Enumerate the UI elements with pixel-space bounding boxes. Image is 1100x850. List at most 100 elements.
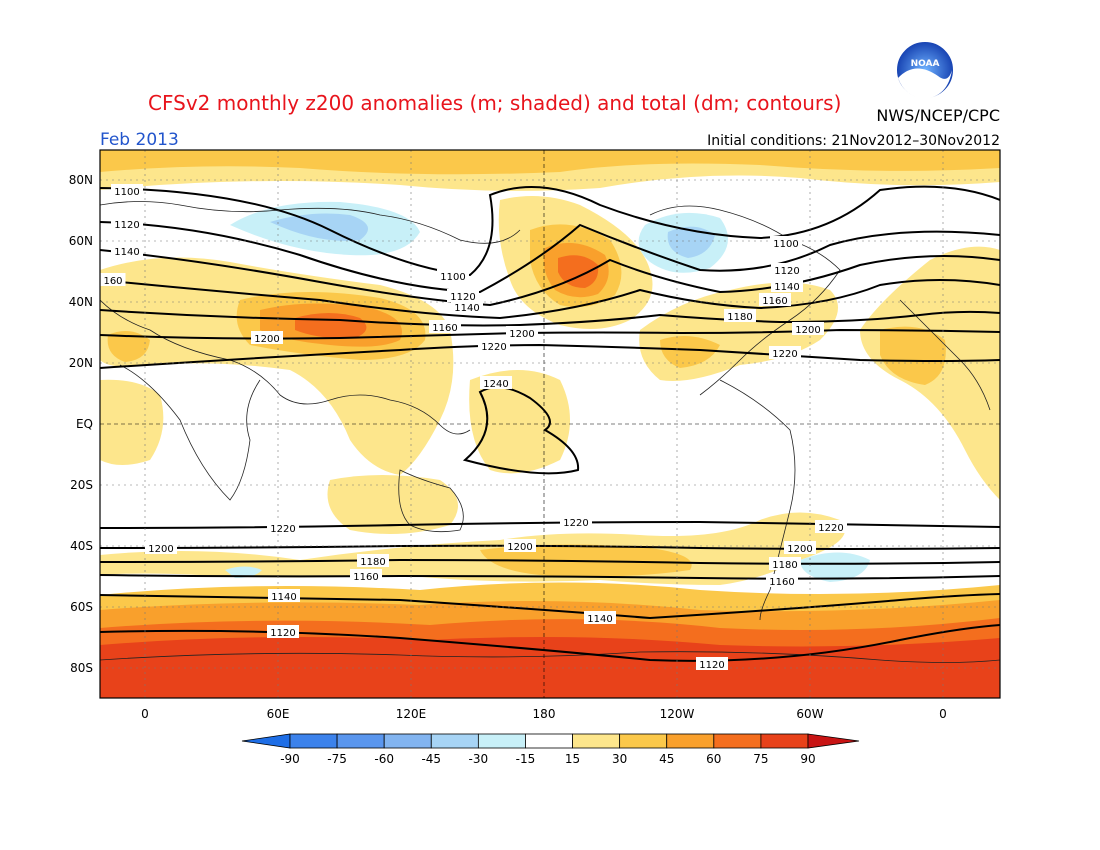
colorbar: -90 -75 -60 -45 -30 -15 15 30 45 60 75 90: [241, 733, 860, 766]
contour-label-bg: [759, 293, 791, 306]
contour-label: 1120: [774, 266, 799, 277]
contour-1220-nh: [100, 343, 1000, 369]
contour-label: 1200: [509, 329, 534, 340]
colorbar-label: 60: [706, 752, 721, 766]
contour-label: 1200: [787, 544, 812, 555]
contour-1160-nh: [100, 279, 1000, 320]
contour-label: 1140: [114, 247, 139, 258]
contour-label: 1220: [481, 342, 506, 353]
contour-label-bg: [437, 269, 469, 282]
contour-label-bg: [111, 217, 143, 230]
contour-label: 1120: [270, 628, 295, 639]
colorbar-segment: [572, 733, 621, 749]
contour-label: 1200: [507, 542, 532, 553]
lat-label: 60N: [69, 234, 93, 248]
map-frame: [99, 149, 1001, 699]
colorbar-label: -15: [516, 752, 536, 766]
colorbar-segment: [619, 733, 668, 749]
contour-label-bg: [584, 611, 616, 624]
contour-label-bg: [447, 289, 479, 302]
colorbar-label: -45: [421, 752, 441, 766]
contour-label: 1220: [818, 523, 843, 534]
anomaly-pos-westasia: [107, 331, 150, 362]
contour-1140-nh: [100, 249, 1000, 307]
contour-label: 1180: [727, 312, 752, 323]
anomaly-pos-namerica-mid: [660, 336, 720, 368]
contour-label: 1220: [563, 518, 588, 529]
chart-title: CFSv2 monthly z200 anomalies (m; shaded)…: [148, 91, 841, 115]
contour-label: 1200: [148, 544, 173, 555]
lon-label: 0: [939, 707, 947, 721]
valid-month: Feb 2013: [100, 130, 179, 150]
anomaly-pos-sh-antarctic: [100, 636, 1000, 698]
noaa-logo: NOAA: [895, 40, 955, 100]
colorbar-segment: [477, 733, 526, 749]
contour-label: 1120: [114, 220, 139, 231]
contour-1120-nh: [100, 221, 1000, 294]
contour-label-bg: [771, 279, 803, 292]
contour-label-bg: [451, 300, 483, 313]
contour-label: 1160: [762, 296, 787, 307]
colorbar-label: -75: [327, 752, 347, 766]
colorbar-label: 45: [659, 752, 674, 766]
lon-label: 120E: [396, 707, 427, 721]
colorbar-label: -60: [374, 752, 394, 766]
contour-label: 1120: [699, 660, 724, 671]
map-grid: [100, 150, 1000, 698]
contour-label: 1160: [769, 577, 794, 588]
contour-label: 1160: [353, 572, 378, 583]
colorbar-label: 30: [612, 752, 627, 766]
lon-label: 0: [141, 707, 149, 721]
anomaly-arctic-band-strong: [100, 150, 1000, 175]
contour-label-bg: [792, 322, 824, 335]
contour-label-bg: [100, 273, 126, 286]
colorbar-left-arrow: [241, 733, 291, 749]
map-area: [100, 150, 1000, 698]
contour-labels: 1100112011401601200110011201140116012001…: [100, 184, 847, 671]
anomaly-neg-canada-core: [667, 226, 715, 258]
lon-label: 60W: [796, 707, 823, 721]
colorbar-segment: [336, 733, 385, 749]
contour-label-bg: [766, 574, 798, 587]
contour-label-bg: [111, 244, 143, 257]
colorbar-label: 75: [753, 752, 768, 766]
contour-label: 1140: [587, 614, 612, 625]
longitude-labels: 0 60E 120E 180 120W 60W 0: [141, 707, 947, 721]
colorbar-segment: [713, 733, 762, 749]
contour-label: 1100: [773, 239, 798, 250]
contour-label-bg: [724, 309, 756, 322]
contour-label: 1200: [254, 334, 279, 345]
contour-label-bg: [769, 557, 801, 570]
colorbar-segment: [666, 733, 715, 749]
lat-label: 40N: [69, 295, 93, 309]
contour-label-bg: [560, 515, 592, 528]
agency-label: NWS/NCEP/CPC: [876, 106, 1000, 125]
anomaly-pos-natlantic-mid: [880, 326, 946, 385]
contour-label-bg: [506, 326, 538, 339]
contour-label: 1140: [271, 592, 296, 603]
anomaly-pos-tropical-pacific: [469, 370, 570, 474]
contour-label: 1120: [450, 292, 475, 303]
colorbar-segment: [289, 733, 338, 749]
lat-label: 20S: [70, 478, 93, 492]
lat-label: 20N: [69, 356, 93, 370]
contour-label-bg: [784, 541, 816, 554]
contour-label-bg: [771, 263, 803, 276]
contour-label: 1160: [432, 323, 457, 334]
colorbar-label: -90: [280, 752, 300, 766]
contour-label-bg: [429, 320, 461, 333]
contour-label-bg: [504, 539, 536, 552]
contour-1100-nh: [100, 185, 1000, 277]
anomaly-pos-npacific-max: [558, 255, 599, 288]
anomaly-neg-satlantic: [800, 552, 870, 582]
contour-label-bg: [696, 657, 728, 670]
lon-label: 60E: [267, 707, 290, 721]
lat-label: 40S: [70, 539, 93, 553]
anomaly-neg-eurasia-core: [270, 213, 368, 241]
colorbar-label: 15: [565, 752, 580, 766]
contour-label-bg: [478, 339, 510, 352]
lat-label: 80N: [69, 173, 93, 187]
contour-label: 1220: [270, 524, 295, 535]
contour-label-bg: [251, 331, 283, 344]
contour-label: 1100: [114, 187, 139, 198]
